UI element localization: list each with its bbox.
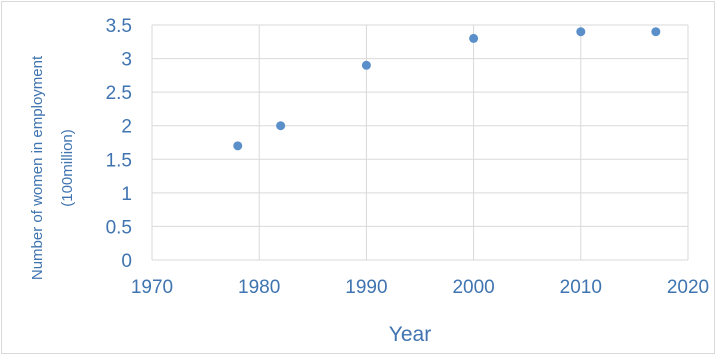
x-tick-label: 2000 <box>452 277 494 298</box>
y-tick-label: 2 <box>121 117 132 138</box>
data-points <box>233 27 661 151</box>
x-axis-title: Year <box>389 323 431 346</box>
y-tick-label: 1 <box>121 184 132 205</box>
x-tick-label: 1980 <box>238 277 280 298</box>
y-axis-title-line-2: (100million) <box>59 129 76 207</box>
grid-lines <box>151 24 689 261</box>
data-point <box>361 60 371 70</box>
data-point <box>576 27 586 37</box>
y-axis-title-line-1: Number of women in employment <box>29 55 46 280</box>
x-tick-label: 2020 <box>667 277 709 298</box>
y-axis-title: Number of women in employment (100millio… <box>29 55 76 280</box>
data-point <box>276 121 286 131</box>
y-tick-label: 2.5 <box>106 83 132 104</box>
data-point <box>651 27 661 37</box>
x-tick-label: 1970 <box>131 277 173 298</box>
x-tick-labels: 1970 1980 1990 2000 2010 2020 <box>131 277 709 298</box>
data-point <box>469 33 479 43</box>
x-tick-label: 2010 <box>560 277 602 298</box>
data-point <box>233 141 243 151</box>
x-tick-label: 1990 <box>345 277 387 298</box>
y-tick-label: 0 <box>121 251 132 272</box>
y-tick-label: 3.5 <box>106 16 132 37</box>
y-tick-label: 0.5 <box>106 217 132 238</box>
y-tick-label: 1.5 <box>106 150 132 171</box>
y-tick-labels: 0 0.5 1 1.5 2 2.5 3 3.5 <box>106 16 132 272</box>
y-tick-label: 3 <box>121 50 132 71</box>
